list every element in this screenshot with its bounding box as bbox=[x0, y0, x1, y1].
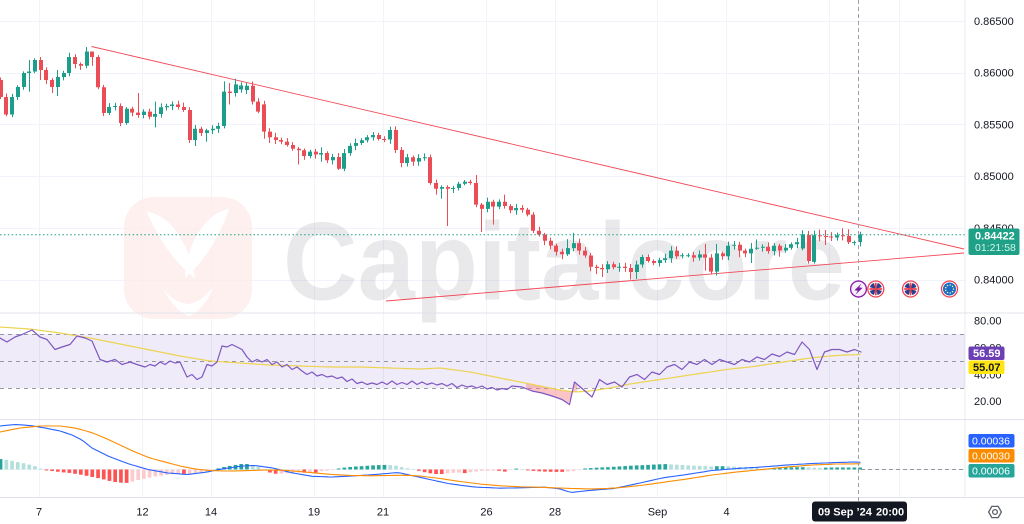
svg-text:Capitalcore: Capitalcore bbox=[283, 201, 845, 324]
svg-text:0.00006: 0.00006 bbox=[972, 466, 1010, 478]
svg-text:20.00: 20.00 bbox=[974, 396, 1002, 408]
svg-text:0.84000: 0.84000 bbox=[974, 275, 1014, 287]
svg-text:19: 19 bbox=[308, 507, 320, 519]
svg-text:09 Sep ’24: 09 Sep ’24 bbox=[818, 507, 873, 519]
svg-text:7: 7 bbox=[36, 507, 42, 519]
svg-text:Sep: Sep bbox=[648, 507, 668, 519]
svg-text:56.59: 56.59 bbox=[973, 348, 1001, 360]
svg-text:26: 26 bbox=[480, 507, 492, 519]
svg-text:0.00030: 0.00030 bbox=[972, 451, 1010, 463]
svg-text:0.00036: 0.00036 bbox=[972, 436, 1010, 448]
svg-text:0.85000: 0.85000 bbox=[974, 171, 1014, 183]
svg-text:14: 14 bbox=[205, 507, 217, 519]
svg-text:20:00: 20:00 bbox=[876, 507, 904, 519]
svg-text:80.00: 80.00 bbox=[974, 316, 1002, 328]
svg-text:01:21:58: 01:21:58 bbox=[975, 242, 1016, 254]
svg-text:21: 21 bbox=[377, 507, 389, 519]
svg-text:0.85500: 0.85500 bbox=[974, 119, 1014, 131]
svg-text:55.07: 55.07 bbox=[973, 362, 1001, 374]
svg-text:0.84422: 0.84422 bbox=[975, 231, 1015, 243]
svg-text:12: 12 bbox=[136, 507, 148, 519]
svg-text:4: 4 bbox=[723, 507, 729, 519]
svg-text:28: 28 bbox=[549, 507, 561, 519]
svg-text:0.86500: 0.86500 bbox=[974, 16, 1014, 28]
svg-text:0.86000: 0.86000 bbox=[974, 68, 1014, 80]
